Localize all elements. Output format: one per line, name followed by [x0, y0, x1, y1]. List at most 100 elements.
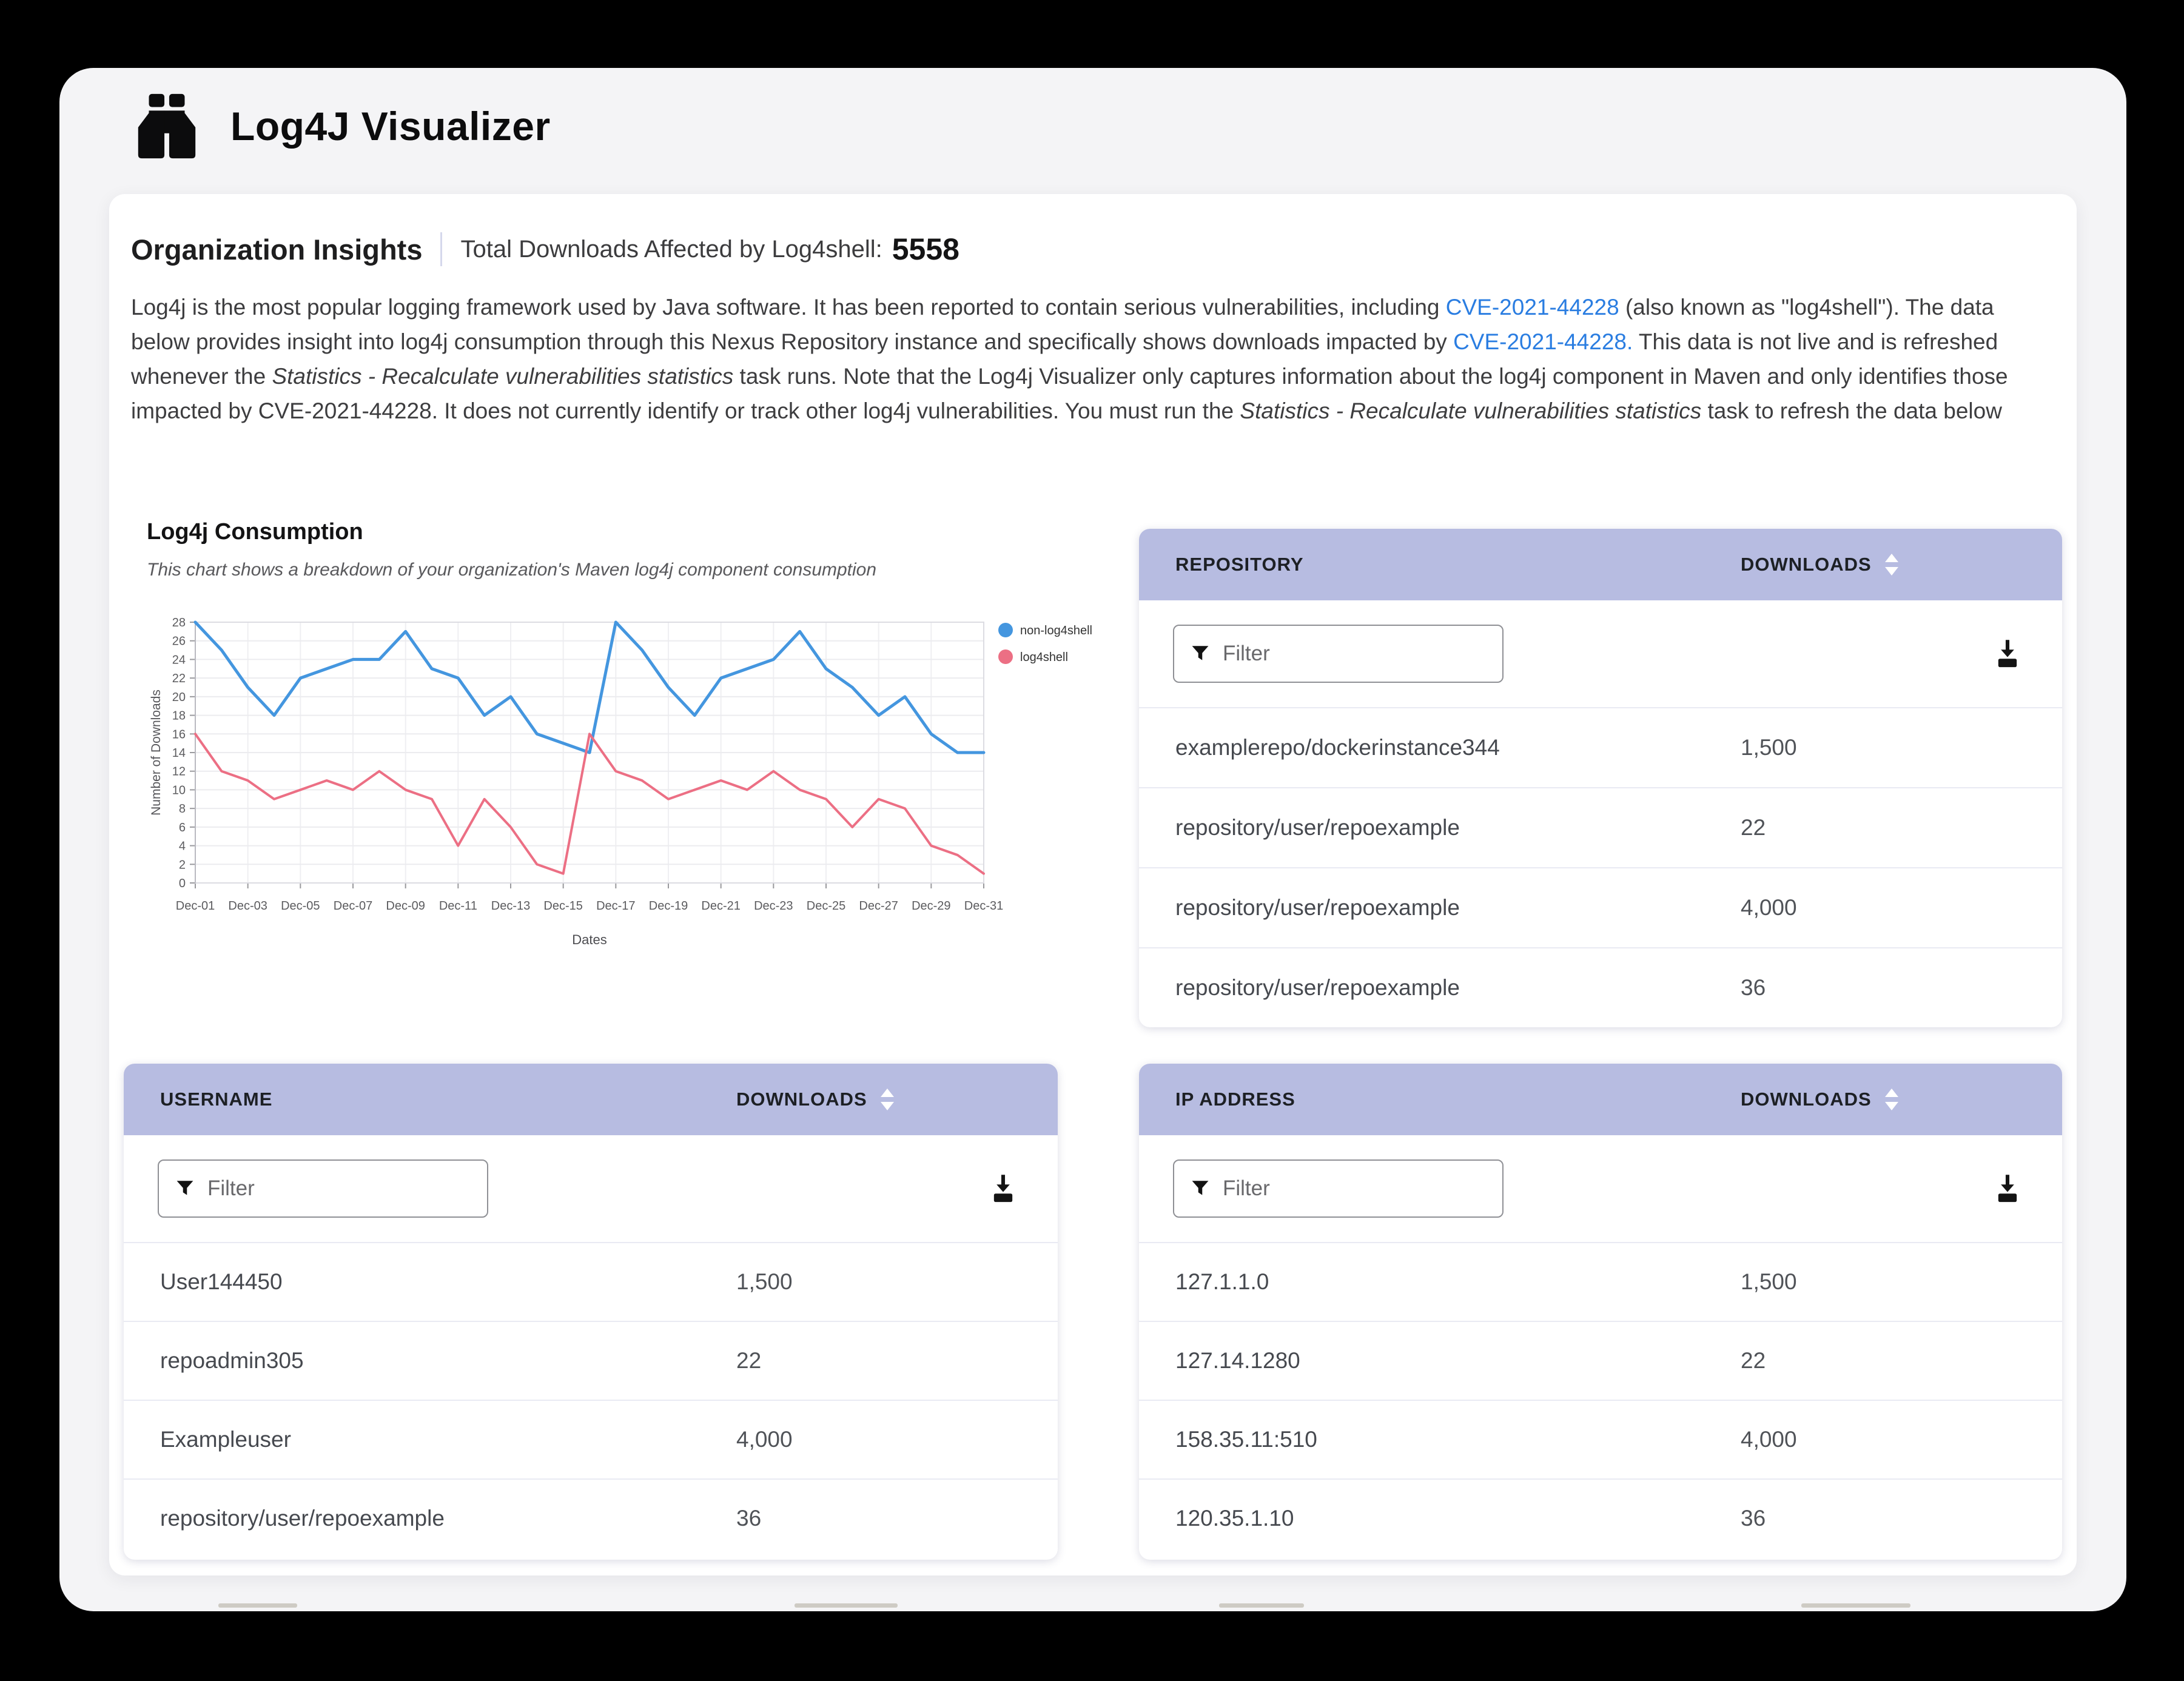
svg-text:Dec-19: Dec-19	[649, 899, 688, 913]
table-row: repository/user/repoexample 36	[1139, 947, 2062, 1027]
paragraph-text: task runs. Note that the Log4j Visualize…	[131, 364, 2008, 423]
repository-table-header: REPOSITORY DOWNLOADS	[1139, 529, 2062, 600]
total-downloads-value: 5558	[892, 232, 959, 266]
downloads-column-header: DOWNLOADS	[1741, 554, 1872, 575]
table-row: repository/user/repoexample 22	[1139, 787, 2062, 867]
ip-filter-row	[1139, 1135, 2062, 1242]
paragraph-text: task to refresh the data below	[1701, 398, 2002, 423]
downloads-value: 22	[1741, 1348, 1766, 1373]
download-icon	[1998, 1175, 2017, 1203]
downloads-value: 36	[1741, 1506, 1766, 1531]
repository-name: repository/user/repoexample	[1175, 895, 1460, 920]
svg-text:Dec-17: Dec-17	[596, 899, 635, 913]
cve-link-2[interactable]: CVE-2021-44228.	[1453, 329, 1633, 354]
svg-text:Dec-01: Dec-01	[176, 899, 215, 913]
username-filter-field[interactable]	[158, 1159, 488, 1218]
insights-header: Organization Insights Total Downloads Af…	[131, 232, 959, 267]
svg-text:8: 8	[179, 802, 186, 816]
svg-text:Dec-31: Dec-31	[964, 899, 1003, 913]
username-table-header: USERNAME DOWNLOADS	[124, 1064, 1058, 1135]
ip-filter-field[interactable]	[1173, 1159, 1504, 1218]
download-icon	[993, 1175, 1013, 1203]
table-row: User144450 1,500	[124, 1242, 1058, 1321]
sort-arrows-icon[interactable]	[880, 1089, 894, 1110]
svg-text:Dec-25: Dec-25	[807, 899, 845, 913]
svg-text:non-log4shell: non-log4shell	[1020, 624, 1092, 637]
svg-text:14: 14	[172, 747, 186, 760]
downloads-value: 1,500	[736, 1269, 793, 1294]
downloads-sort-header[interactable]: DOWNLOADS	[1741, 554, 2026, 575]
clipped-content-fragment	[795, 1603, 898, 1608]
svg-text:Dec-29: Dec-29	[912, 899, 950, 913]
task-name-italic: Statistics - Recalculate vulnerabilities…	[272, 364, 734, 389]
paragraph-text: Log4j is the most popular logging framew…	[131, 295, 1446, 320]
username-table: USERNAME DOWNLOADS	[124, 1064, 1058, 1560]
funnel-icon	[176, 1181, 193, 1195]
repository-filter-row	[1139, 600, 2062, 707]
table-row: examplerepo/dockerinstance344 1,500	[1139, 707, 2062, 787]
funnel-icon	[1192, 646, 1209, 660]
repository-filter-field[interactable]	[1173, 625, 1504, 683]
repository-name: examplerepo/dockerinstance344	[1175, 735, 1500, 760]
chart-title: Log4j Consumption	[147, 519, 363, 545]
paragraph-text: This data is not live and is refreshed w…	[131, 329, 1998, 389]
svg-text:log4shell: log4shell	[1020, 651, 1068, 664]
downloads-value: 1,500	[1741, 735, 1797, 760]
download-icon	[1998, 640, 2017, 668]
repository-filter-input[interactable]	[1223, 642, 1487, 666]
total-downloads-label: Total Downloads Affected by Log4shell:	[460, 235, 882, 263]
ip-filter-input[interactable]	[1223, 1176, 1487, 1201]
repository-name: repository/user/repoexample	[1175, 975, 1460, 1000]
ip-address-value: 158.35.11:510	[1175, 1427, 1317, 1452]
username-filter-input[interactable]	[207, 1176, 471, 1201]
svg-text:Dec-09: Dec-09	[386, 899, 425, 913]
log4j-consumption-section: Log4j Consumption This chart shows a bre…	[147, 519, 1105, 953]
funnel-icon	[1192, 1181, 1209, 1195]
username-export-button[interactable]	[983, 1168, 1024, 1209]
ip-address-column-header: IP ADDRESS	[1175, 1089, 1295, 1110]
repository-export-button[interactable]	[1987, 633, 2028, 674]
clipped-content-fragment	[1219, 1603, 1304, 1608]
task-name-italic: Statistics - Recalculate vulnerabilities…	[1240, 398, 1702, 423]
username-filter-row	[124, 1135, 1058, 1242]
svg-text:4: 4	[179, 840, 186, 853]
svg-text:Dec-23: Dec-23	[754, 899, 793, 913]
repository-name: repository/user/repoexample	[1175, 815, 1460, 840]
username-value: repository/user/repoexample	[160, 1506, 445, 1531]
svg-text:Dec-13: Dec-13	[491, 899, 530, 913]
repository-table: REPOSITORY DOWNLOADS	[1139, 529, 2062, 1027]
content-card: Organization Insights Total Downloads Af…	[109, 194, 2077, 1575]
username-value: repoadmin305	[160, 1348, 304, 1373]
cve-link-1[interactable]: CVE-2021-44228	[1445, 295, 1619, 320]
downloads-value: 22	[736, 1348, 762, 1373]
ip-export-button[interactable]	[1987, 1168, 2028, 1209]
svg-text:6: 6	[179, 821, 186, 834]
svg-text:16: 16	[172, 728, 186, 741]
svg-text:20: 20	[172, 691, 186, 704]
chart-subtitle: This chart shows a breakdown of your org…	[147, 560, 877, 580]
sort-arrows-icon[interactable]	[1884, 554, 1898, 575]
divider	[440, 232, 443, 266]
svg-text:22: 22	[172, 672, 186, 685]
svg-text:0: 0	[179, 877, 186, 890]
downloads-value: 36	[1741, 975, 1766, 1000]
sort-arrows-icon[interactable]	[1884, 1089, 1898, 1110]
svg-text:2: 2	[179, 858, 186, 871]
app-window: Log4J Visualizer Organization Insights T…	[59, 68, 2126, 1611]
intro-paragraph: Log4j is the most popular logging framew…	[131, 290, 2055, 428]
svg-text:Number of Downloads: Number of Downloads	[149, 690, 163, 816]
svg-text:Dec-07: Dec-07	[334, 899, 372, 913]
table-row: Exampleuser 4,000	[124, 1400, 1058, 1478]
svg-text:Dec-11: Dec-11	[439, 899, 477, 913]
username-column-header: USERNAME	[160, 1089, 273, 1110]
ip-table-header: IP ADDRESS DOWNLOADS	[1139, 1064, 2062, 1135]
svg-text:Dec-15: Dec-15	[543, 899, 582, 913]
downloads-value: 22	[1741, 815, 1766, 840]
svg-text:Dec-05: Dec-05	[281, 899, 320, 913]
binoculars-icon	[131, 92, 203, 160]
username-value: User144450	[160, 1269, 283, 1294]
downloads-sort-header[interactable]: DOWNLOADS	[1741, 1089, 2026, 1110]
table-row: repository/user/repoexample 36	[124, 1478, 1058, 1557]
paragraph-text: (also known as "log4shell"). The data be…	[131, 295, 1994, 354]
downloads-sort-header[interactable]: DOWNLOADS	[736, 1089, 1021, 1110]
